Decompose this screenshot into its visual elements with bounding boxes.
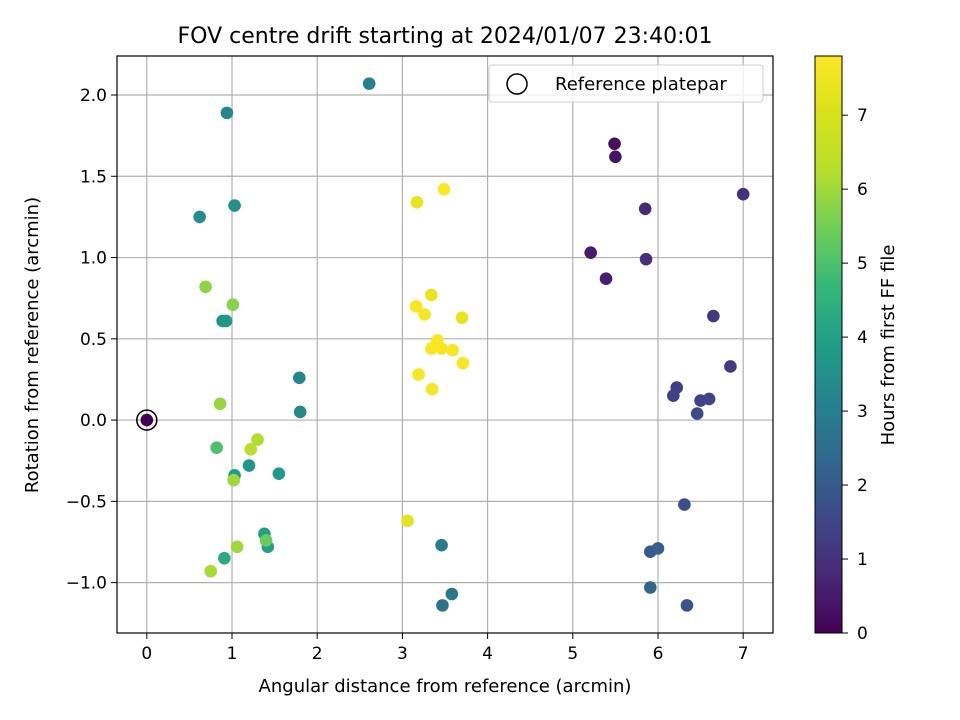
scatter-point bbox=[242, 459, 256, 472]
colorbar-tick-label: 4 bbox=[857, 328, 868, 348]
colorbar-ticks: 0 1 2 3 4 5 6 7 bbox=[842, 106, 868, 644]
scatter-point bbox=[219, 314, 233, 328]
y-tick-label: −1.0 bbox=[66, 574, 107, 594]
scatter-point bbox=[425, 382, 439, 396]
plot-frame bbox=[116, 55, 774, 634]
grid-lines bbox=[117, 56, 773, 633]
chart-title: FOV centre drift starting at 2024/01/07 … bbox=[178, 24, 713, 49]
scatter-point bbox=[193, 210, 206, 224]
scatter-point bbox=[736, 187, 750, 201]
scatter-point bbox=[724, 360, 737, 373]
scatter-point bbox=[690, 407, 704, 420]
colorbar-tick-label: 1 bbox=[857, 550, 868, 570]
scatter-point bbox=[437, 182, 451, 196]
x-axis-label: Angular distance from reference (arcmin) bbox=[259, 676, 632, 697]
y-tick-label: −0.5 bbox=[66, 492, 107, 512]
scatter-point bbox=[651, 542, 665, 555]
scatter-point bbox=[456, 356, 470, 370]
scatter-point bbox=[608, 137, 621, 151]
y-tick-label: 1.5 bbox=[80, 167, 107, 187]
scatter-point bbox=[455, 311, 469, 324]
scatter-point bbox=[230, 540, 244, 554]
x-tick-label: 1 bbox=[227, 644, 238, 664]
scatter-point bbox=[226, 298, 240, 311]
scatter-point bbox=[259, 534, 273, 547]
reference-point-marker bbox=[136, 409, 158, 431]
x-tick-label: 0 bbox=[141, 644, 152, 664]
x-tick-label: 5 bbox=[567, 644, 578, 664]
colorbar: 0 1 2 3 4 5 6 7 Hours from first FF file bbox=[814, 55, 899, 644]
scatter-point bbox=[204, 564, 218, 578]
scatter-point bbox=[218, 551, 231, 565]
scatter-point bbox=[667, 389, 680, 402]
scatter-point bbox=[418, 308, 431, 321]
y-tick-label: 1.0 bbox=[80, 249, 107, 269]
x-tick-label: 2 bbox=[312, 644, 323, 664]
scatter-point bbox=[293, 371, 306, 385]
x-tick-label: 6 bbox=[653, 644, 664, 664]
scatter-point bbox=[436, 599, 449, 612]
scatter-point bbox=[251, 433, 264, 446]
scatter-point bbox=[199, 280, 212, 294]
x-tick-label: 3 bbox=[397, 644, 408, 664]
scatter-point bbox=[210, 441, 223, 455]
scatter-point bbox=[293, 405, 307, 419]
y-axis-ticks: −1.0 −0.5 0.0 0.5 1.0 1.5 2.0 bbox=[66, 86, 117, 594]
scatter-point bbox=[244, 443, 258, 456]
scatter-point bbox=[446, 343, 459, 357]
scatter-point bbox=[644, 581, 657, 594]
scatter-point bbox=[412, 368, 425, 381]
colorbar-tick-label: 2 bbox=[857, 476, 868, 496]
scatter-point bbox=[140, 413, 154, 427]
legend-label-reference: Reference platepar bbox=[555, 74, 727, 95]
scatter-point bbox=[220, 106, 234, 120]
x-tick-label: 7 bbox=[738, 644, 749, 664]
scatter-point bbox=[445, 587, 459, 601]
scatter-point bbox=[272, 467, 286, 481]
colorbar-tick-label: 0 bbox=[857, 624, 868, 644]
colorbar-tick-label: 3 bbox=[857, 402, 868, 422]
y-tick-label: 2.0 bbox=[80, 86, 107, 106]
scatter-point bbox=[228, 199, 241, 212]
y-tick-label: 0.0 bbox=[80, 411, 107, 431]
scatter-point bbox=[362, 77, 376, 90]
x-tick-label: 4 bbox=[482, 644, 493, 664]
colorbar-tick-label: 6 bbox=[857, 180, 868, 200]
colorbar-label: Hours from first FF file bbox=[878, 245, 899, 446]
scatter-point bbox=[707, 309, 720, 323]
scatter-point bbox=[678, 498, 691, 511]
scatter-point bbox=[435, 342, 448, 355]
colorbar-tick-label: 7 bbox=[857, 106, 868, 126]
scatter-point bbox=[599, 272, 613, 285]
legend-box bbox=[488, 64, 764, 103]
scatter-point bbox=[425, 342, 438, 355]
colorbar-tick-label: 5 bbox=[857, 254, 868, 274]
scatter-point bbox=[213, 397, 227, 411]
scatter-point bbox=[639, 252, 653, 266]
scatter-point bbox=[584, 246, 597, 259]
scatter-point bbox=[435, 538, 448, 552]
data-points bbox=[136, 77, 750, 612]
scatter-point bbox=[702, 392, 716, 406]
x-axis-ticks: 0 1 2 3 4 5 6 7 bbox=[141, 633, 749, 664]
colorbar-gradient bbox=[814, 55, 843, 634]
scatter-point bbox=[227, 473, 241, 487]
scatter-point bbox=[401, 514, 414, 528]
scatter-point bbox=[409, 300, 423, 313]
scatter-point bbox=[609, 150, 622, 164]
legend: Reference platepar bbox=[488, 64, 764, 103]
y-axis-label: Rotation from reference (arcmin) bbox=[22, 197, 43, 493]
scatter-point bbox=[638, 202, 652, 216]
scatter-point bbox=[425, 288, 438, 302]
scatter-point bbox=[680, 599, 694, 612]
scatter-point bbox=[410, 195, 424, 209]
y-tick-label: 0.5 bbox=[80, 330, 107, 350]
legend-marker-reference-icon bbox=[506, 73, 528, 95]
